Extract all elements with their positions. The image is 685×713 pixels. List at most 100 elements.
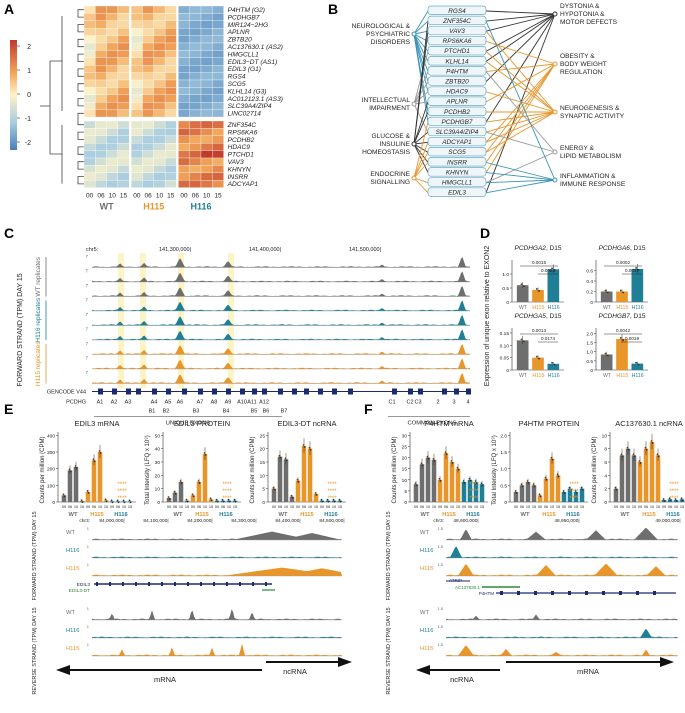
heatmap-cell bbox=[83, 135, 96, 144]
data-point bbox=[637, 363, 640, 366]
heatmap-cell bbox=[164, 72, 177, 81]
data-point bbox=[180, 482, 183, 484]
heatmap-cell bbox=[153, 128, 166, 136]
coordinate-label: 141,400,000| bbox=[249, 247, 281, 253]
significance-stars: **** bbox=[117, 489, 127, 495]
track-label: H115 bbox=[420, 646, 433, 652]
data-point bbox=[92, 458, 95, 461]
bar bbox=[271, 488, 277, 502]
data-point bbox=[123, 501, 126, 504]
group-label: WT bbox=[520, 512, 529, 518]
group-label: H115 bbox=[532, 305, 544, 311]
data-point bbox=[314, 492, 317, 494]
coverage-track bbox=[92, 315, 470, 326]
exon-label: A5 bbox=[165, 400, 172, 406]
bar bbox=[616, 291, 628, 302]
replicate-group-label: WT replicates bbox=[35, 256, 42, 296]
heatmap-cell bbox=[200, 157, 213, 166]
heatmap-cell bbox=[189, 94, 202, 103]
gene-name: AC137630.1 bbox=[455, 585, 481, 590]
exon-block bbox=[213, 582, 215, 586]
exon-block bbox=[585, 591, 588, 595]
network-gene-label: RPS6KA6 bbox=[443, 38, 472, 45]
coordinate-label: 141,300,000| bbox=[159, 247, 191, 253]
network-gene-label: SCG5 bbox=[448, 149, 466, 156]
significance-stars: **** bbox=[669, 482, 679, 488]
heatmap-cell bbox=[212, 50, 224, 58]
heatmap-cell bbox=[117, 102, 130, 110]
exon-block bbox=[96, 582, 98, 586]
heatmap-cell bbox=[164, 13, 177, 21]
bar bbox=[277, 456, 283, 502]
exon-block bbox=[619, 591, 622, 595]
p-value: 0.0042 bbox=[616, 328, 630, 333]
heatmap-cell bbox=[189, 13, 202, 21]
heatmap-cell bbox=[189, 180, 202, 188]
day-label: 10 bbox=[227, 505, 231, 509]
bar bbox=[437, 479, 443, 502]
data-point bbox=[563, 492, 566, 494]
heatmap-day-label: 10 bbox=[156, 193, 164, 200]
data-point bbox=[675, 500, 678, 502]
bar bbox=[567, 488, 573, 502]
heatmap-cell bbox=[212, 172, 224, 181]
network-link bbox=[485, 111, 556, 143]
network-link bbox=[413, 20, 429, 35]
heatmap-cell bbox=[83, 165, 96, 173]
day-label: 10 bbox=[122, 505, 126, 509]
day-label: 00 bbox=[86, 505, 90, 509]
heatmap-cell bbox=[164, 28, 177, 36]
heatmap-cell bbox=[83, 109, 96, 118]
heatmap-day-label: 10 bbox=[203, 193, 211, 200]
heatmap-cell bbox=[200, 72, 213, 81]
day-label: 00 bbox=[662, 505, 666, 509]
exon-block bbox=[239, 582, 241, 586]
y-tick-label: 0 bbox=[506, 368, 509, 374]
group-label: H116 bbox=[632, 305, 644, 311]
exon-block bbox=[161, 582, 163, 586]
heatmap-cell bbox=[106, 172, 119, 181]
bar bbox=[301, 446, 307, 502]
heatmap-cell bbox=[95, 87, 107, 95]
heatmap-cell bbox=[106, 87, 119, 95]
coverage-track bbox=[446, 527, 678, 540]
y-tick-label: 20 bbox=[402, 456, 408, 462]
data-point bbox=[432, 457, 435, 460]
data-point bbox=[451, 462, 454, 464]
exon-block bbox=[442, 388, 447, 395]
heatmap-cell bbox=[189, 120, 202, 129]
y-tick-label: 0.5 bbox=[586, 359, 593, 365]
network-link bbox=[485, 151, 556, 184]
network-link bbox=[413, 152, 429, 179]
heatmap-cell bbox=[131, 135, 143, 144]
heatmap-cell bbox=[117, 35, 130, 44]
heatmap-cell bbox=[212, 143, 224, 151]
data-point bbox=[635, 267, 638, 269]
heatmap-cell bbox=[83, 172, 96, 181]
network-category-right: INFLAMMATION & IMMUNE RESPONSE bbox=[560, 173, 626, 188]
bar bbox=[190, 495, 196, 502]
exon-label: B1 bbox=[149, 409, 156, 415]
heatmap-cell bbox=[117, 135, 130, 144]
network-link bbox=[413, 103, 429, 133]
heatmap-cell bbox=[164, 102, 177, 110]
heatmap-cell bbox=[131, 50, 143, 58]
exon-label: B7 bbox=[281, 409, 288, 415]
heatmap-cell bbox=[142, 79, 154, 88]
data-point bbox=[580, 486, 583, 489]
coordinate-label: 48,900,000| bbox=[453, 518, 478, 524]
heatmap-group-label: WT bbox=[100, 202, 114, 212]
scale-label: 1 bbox=[87, 544, 90, 549]
coordinate-label: 84,200,000| bbox=[187, 518, 212, 524]
data-point bbox=[581, 488, 584, 491]
data-point bbox=[606, 354, 609, 357]
data-point bbox=[520, 338, 523, 341]
heatmap-cell bbox=[131, 150, 143, 159]
data-point bbox=[622, 339, 625, 341]
data-point bbox=[186, 500, 189, 503]
bar bbox=[283, 459, 289, 502]
bar bbox=[631, 455, 637, 502]
heatmap-cell bbox=[106, 42, 119, 51]
bar bbox=[419, 464, 425, 502]
network-link bbox=[485, 63, 556, 153]
